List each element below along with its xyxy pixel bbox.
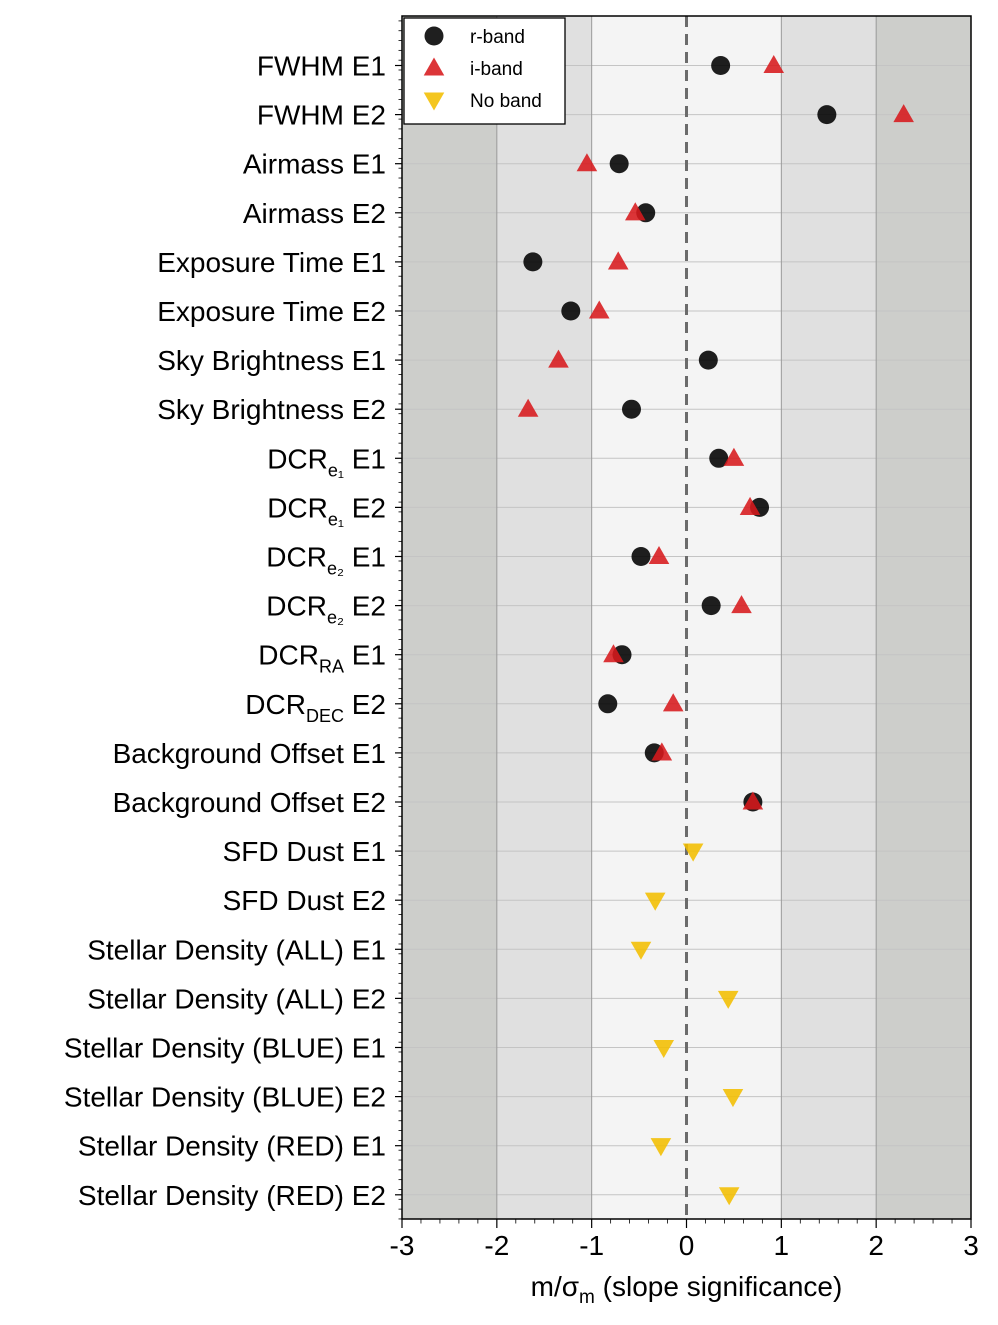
band-3 bbox=[781, 16, 877, 1219]
ylabel-3: Airmass E2 bbox=[243, 198, 386, 229]
no-band-point-17 bbox=[644, 892, 666, 911]
band-4 bbox=[876, 16, 971, 1219]
xtick-label-0: -3 bbox=[390, 1230, 415, 1261]
ylabel-2: Airmass E1 bbox=[243, 149, 386, 180]
no-band-point-20 bbox=[653, 1039, 675, 1058]
i-band-point-4 bbox=[607, 251, 629, 270]
ylabel-1: FWHM E2 bbox=[257, 100, 386, 131]
y-ticks bbox=[395, 20, 402, 1220]
r-band-point-0 bbox=[711, 56, 731, 75]
ylabel-0: FWHM E1 bbox=[257, 51, 386, 82]
y-category-labels: FWHM E1 FWHM E2 Airmass E1 Airmass E2 Exposu… bbox=[64, 51, 386, 1211]
i-band-point-7 bbox=[517, 398, 539, 417]
ylabel-23: Stellar Density (RED) E2 bbox=[78, 1180, 386, 1211]
xtick-label-2: -1 bbox=[579, 1230, 604, 1261]
i-band-point-12 bbox=[603, 644, 624, 663]
no-band-point-21 bbox=[722, 1089, 744, 1108]
r-band-point-7 bbox=[621, 399, 641, 419]
no-band-point-16 bbox=[682, 843, 704, 862]
r-band-point-2 bbox=[609, 154, 629, 174]
ylabel-12: DCRRA E1 bbox=[258, 640, 386, 677]
r-band-point-8 bbox=[709, 448, 729, 468]
ylabel-19: Stellar Density (ALL) E2 bbox=[87, 983, 386, 1014]
significance-bands bbox=[402, 16, 971, 1219]
xtick-label-6: 3 bbox=[963, 1230, 979, 1261]
i-band-point-6 bbox=[548, 349, 569, 368]
i-band-point-5 bbox=[588, 300, 610, 319]
i-band-point-3 bbox=[625, 202, 646, 221]
ylabel-16: SFD Dust E1 bbox=[223, 836, 386, 867]
band-1 bbox=[496, 16, 592, 1219]
ylabel-22: Stellar Density (RED) E1 bbox=[78, 1131, 386, 1162]
r-band-point-4 bbox=[523, 252, 543, 272]
i-band-point-1 bbox=[893, 104, 914, 123]
x-axis-label: m/σm (slope significance) bbox=[531, 1271, 843, 1308]
ylabel-4: Exposure Time E1 bbox=[157, 247, 386, 278]
data-markers bbox=[517, 55, 914, 1206]
legend-marker-no-band bbox=[423, 92, 445, 111]
i-band-point-13 bbox=[662, 693, 684, 712]
i-band-point-8 bbox=[723, 447, 745, 466]
ylabel-7: Sky Brightness E2 bbox=[157, 394, 386, 425]
legend-marker-i-band bbox=[423, 57, 445, 76]
r-band-point-5 bbox=[561, 301, 581, 321]
r-band-point-13 bbox=[598, 694, 618, 714]
ylabel-20: Stellar Density (BLUE) E1 bbox=[64, 1033, 386, 1064]
no-band-point-18 bbox=[630, 941, 652, 960]
ylabel-8: DCRe₁ E1 bbox=[267, 443, 386, 480]
i-band-point-10 bbox=[648, 546, 670, 565]
xtick-label-5: 2 bbox=[868, 1230, 884, 1261]
i-band-point-15 bbox=[742, 791, 764, 810]
ylabel-21: Stellar Density (BLUE) E2 bbox=[64, 1082, 386, 1113]
i-band-point-0 bbox=[763, 55, 785, 74]
ylabel-11: DCRe₂ E2 bbox=[266, 591, 386, 628]
x-ticks bbox=[401, 1219, 972, 1228]
no-band-point-19 bbox=[717, 990, 739, 1009]
r-band-point-1 bbox=[817, 105, 837, 125]
ylabel-6: Sky Brightness E1 bbox=[157, 345, 386, 376]
i-band-point-2 bbox=[576, 153, 598, 172]
xtick-label-4: 1 bbox=[774, 1230, 790, 1261]
i-band-point-14 bbox=[651, 742, 673, 761]
xtick-label-3: 0 bbox=[679, 1230, 695, 1261]
ylabel-15: Background Offset E2 bbox=[113, 787, 386, 818]
legend: r-band i-band No band bbox=[403, 17, 566, 125]
ylabel-13: DCRDEC E2 bbox=[245, 689, 386, 726]
no-band-point-23 bbox=[718, 1187, 740, 1206]
i-band-point-9 bbox=[739, 496, 761, 515]
x-tick-labels: -3 -2 -1 0 1 2 3 bbox=[390, 1230, 979, 1261]
r-band-point-6 bbox=[698, 350, 718, 370]
legend-label-no-band: No band bbox=[470, 91, 542, 112]
band-0 bbox=[402, 16, 497, 1219]
ylabel-18: Stellar Density (ALL) E1 bbox=[87, 934, 386, 965]
legend-label-r-band: r-band bbox=[470, 27, 525, 48]
r-band-point-11 bbox=[701, 596, 721, 616]
ylabel-9: DCRe₁ E2 bbox=[267, 492, 386, 529]
band-boundary-lines bbox=[496, 16, 877, 1219]
r-band-point-10 bbox=[631, 547, 651, 566]
no-band-point-22 bbox=[650, 1138, 672, 1157]
legend-label-i-band: i-band bbox=[470, 59, 523, 80]
xtick-label-1: -2 bbox=[484, 1230, 509, 1261]
ylabel-10: DCRe₂ E1 bbox=[266, 542, 386, 579]
ylabel-17: SFD Dust E2 bbox=[223, 885, 386, 916]
ylabel-14: Background Offset E1 bbox=[113, 738, 386, 769]
legend-marker-r-band bbox=[424, 26, 444, 46]
i-band-point-11 bbox=[731, 595, 752, 614]
ylabel-5: Exposure Time E2 bbox=[157, 296, 386, 327]
